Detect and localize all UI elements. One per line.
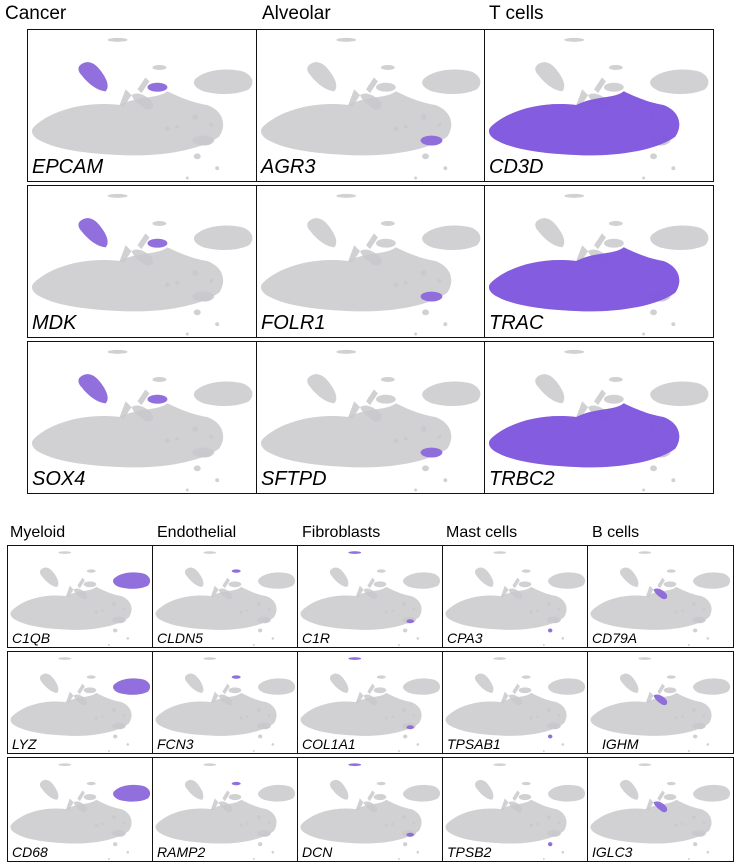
- umap-panel-cldn5: CLDN5: [152, 545, 299, 648]
- gene-label: SFTPD: [261, 468, 327, 490]
- gene-label: SOX4: [32, 468, 86, 490]
- gene-label: TRAC: [489, 312, 544, 334]
- gene-label: IGHM: [602, 736, 639, 752]
- gene-label: COL1A1: [302, 736, 356, 752]
- gene-label: CD68: [12, 844, 48, 860]
- group-title-myeloid: Myeloid: [10, 524, 66, 541]
- umap-scatter: [488, 349, 709, 492]
- umap-scatter: [31, 37, 253, 180]
- umap-scatter: [445, 551, 586, 647]
- gene-label: TPSAB1: [447, 736, 501, 752]
- umap-panel-dcn: DCN: [297, 757, 444, 862]
- umap-panel-sftpd: SFTPD: [256, 341, 486, 494]
- umap-scatter: [300, 657, 441, 753]
- gene-label: AGR3: [261, 156, 316, 178]
- gene-label: CPA3: [447, 630, 483, 646]
- gene-label: DCN: [302, 844, 333, 860]
- umap-panel-col1a1: COL1A1: [297, 651, 444, 754]
- gene-label: MDK: [32, 312, 77, 334]
- gene-label: FCN3: [157, 736, 194, 752]
- umap-scatter: [155, 763, 296, 860]
- umap-panel-mdk: MDK: [27, 185, 258, 338]
- group-title-b-cells: B cells: [592, 524, 640, 541]
- umap-scatter: [300, 551, 441, 647]
- umap-panel-c1qb: C1QB: [7, 545, 154, 648]
- umap-panel-epcam: EPCAM: [27, 29, 258, 182]
- gene-label: RAMP2: [157, 844, 206, 860]
- umap-scatter: [488, 193, 709, 336]
- umap-panel-folr1: FOLR1: [256, 185, 486, 338]
- gene-label: TPSB2: [447, 844, 492, 860]
- umap-scatter: [31, 193, 253, 336]
- group-title-endothelial: Endothelial: [157, 524, 237, 541]
- umap-panel-tpsb2: TPSB2: [442, 757, 589, 862]
- umap-scatter: [445, 763, 586, 860]
- umap-panel-cd68: CD68: [7, 757, 154, 862]
- umap-panel-cpa3: CPA3: [442, 545, 589, 648]
- umap-panel-trac: TRAC: [484, 185, 714, 338]
- group-title-alveolar: Alveolar: [262, 3, 331, 24]
- gene-label: FOLR1: [261, 312, 326, 334]
- group-title-mast-cells: Mast cells: [446, 524, 518, 541]
- gene-label: IGLC3: [592, 844, 633, 860]
- umap-scatter: [155, 657, 296, 753]
- umap-panel-tpsab1: TPSAB1: [442, 651, 589, 754]
- umap-panel-c1r: C1R: [297, 545, 444, 648]
- gene-label: EPCAM: [32, 156, 104, 178]
- umap-scatter: [590, 551, 731, 647]
- gene-label: CD3D: [489, 156, 544, 178]
- gene-label: LYZ: [12, 736, 37, 752]
- umap-scatter: [31, 349, 253, 492]
- gene-label: C1R: [302, 630, 331, 646]
- umap-panel-agr3: AGR3: [256, 29, 486, 182]
- group-title-t-cells: T cells: [489, 3, 544, 24]
- gene-label: TRBC2: [489, 468, 555, 490]
- gene-label: CLDN5: [157, 630, 203, 646]
- umap-scatter: [260, 193, 481, 336]
- gene-label: CD79A: [592, 630, 638, 646]
- gene-label: C1QB: [12, 630, 51, 646]
- umap-scatter: [10, 763, 151, 860]
- umap-scatter: [260, 37, 481, 180]
- umap-scatter: [488, 37, 709, 180]
- umap-panel-cd3d: CD3D: [484, 29, 714, 182]
- umap-panel-lyz: LYZ: [7, 651, 154, 754]
- umap-scatter: [10, 551, 151, 647]
- umap-panel-ramp2: RAMP2: [152, 757, 299, 862]
- umap-scatter: [445, 657, 586, 753]
- umap-scatter: [260, 349, 481, 492]
- umap-panel-ighm: IGHM: [587, 651, 734, 754]
- umap-scatter: [155, 551, 296, 647]
- group-title-fibroblasts: Fibroblasts: [302, 524, 381, 541]
- umap-panel-trbc2: TRBC2: [484, 341, 714, 494]
- umap-panel-iglc3: IGLC3: [587, 757, 734, 862]
- umap-panel-cd79a: CD79A: [587, 545, 734, 648]
- umap-scatter: [10, 657, 151, 753]
- umap-panel-sox4: SOX4: [27, 341, 258, 494]
- umap-scatter: [590, 657, 731, 753]
- umap-scatter: [590, 763, 731, 860]
- umap-panel-fcn3: FCN3: [152, 651, 299, 754]
- umap-scatter: [300, 763, 441, 860]
- group-title-cancer: Cancer: [5, 3, 67, 24]
